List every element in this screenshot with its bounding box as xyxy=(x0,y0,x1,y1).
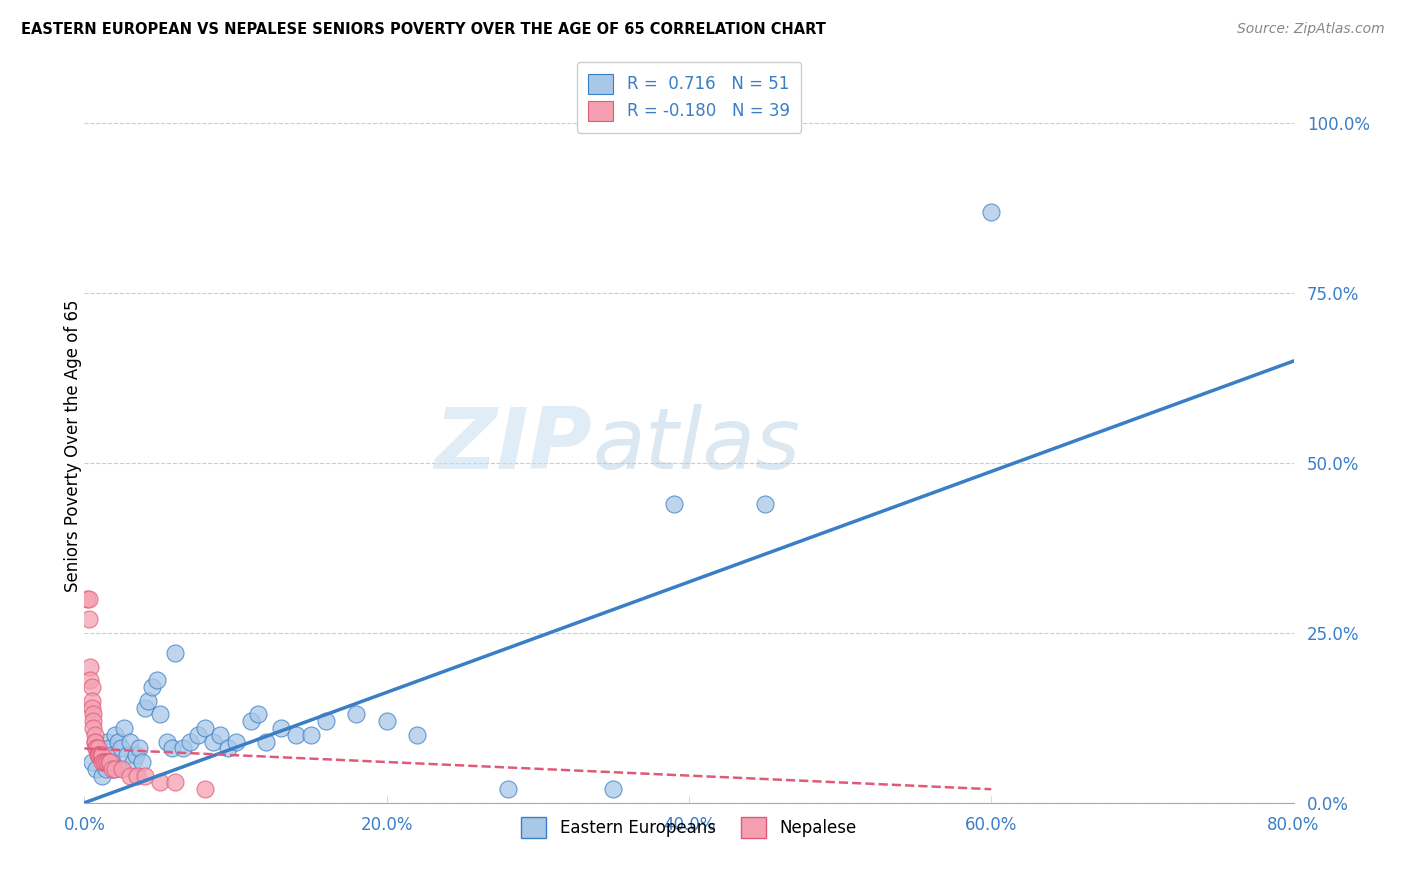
Point xyxy=(77,612,100,626)
Point xyxy=(89,748,111,763)
Point xyxy=(118,769,141,783)
Point xyxy=(127,769,149,783)
Point xyxy=(315,714,337,729)
Point xyxy=(179,734,201,748)
Y-axis label: Seniors Poverty Over the Age of 65: Seniors Poverty Over the Age of 65 xyxy=(65,300,82,592)
Point xyxy=(239,714,262,729)
Point xyxy=(270,721,292,735)
Point xyxy=(754,497,776,511)
Point xyxy=(107,734,129,748)
Point xyxy=(141,680,163,694)
Point xyxy=(112,721,135,735)
Point xyxy=(91,748,114,763)
Point xyxy=(121,755,143,769)
Point xyxy=(156,734,179,748)
Point xyxy=(662,497,685,511)
Point xyxy=(194,721,217,735)
Point xyxy=(134,769,156,783)
Point xyxy=(115,748,138,763)
Text: ZIP: ZIP xyxy=(434,404,592,488)
Point xyxy=(165,775,187,789)
Point xyxy=(86,762,108,776)
Point xyxy=(91,769,114,783)
Point xyxy=(93,755,115,769)
Point xyxy=(87,748,110,763)
Point xyxy=(87,741,110,756)
Text: Source: ZipAtlas.com: Source: ZipAtlas.com xyxy=(1237,22,1385,37)
Point xyxy=(131,755,153,769)
Point xyxy=(91,755,114,769)
Point xyxy=(100,762,122,776)
Point xyxy=(82,714,104,729)
Legend: Eastern Europeans, Nepalese: Eastern Europeans, Nepalese xyxy=(515,811,863,845)
Point xyxy=(98,755,121,769)
Point xyxy=(86,741,108,756)
Point xyxy=(406,728,429,742)
Point xyxy=(172,741,194,756)
Text: EASTERN EUROPEAN VS NEPALESE SENIORS POVERTY OVER THE AGE OF 65 CORRELATION CHAR: EASTERN EUROPEAN VS NEPALESE SENIORS POV… xyxy=(21,22,825,37)
Point xyxy=(89,748,111,763)
Point xyxy=(80,700,103,714)
Point xyxy=(82,707,104,722)
Point xyxy=(79,660,101,674)
Point xyxy=(254,734,277,748)
Point xyxy=(149,775,172,789)
Point xyxy=(76,591,98,606)
Point xyxy=(136,694,159,708)
Point xyxy=(346,707,368,722)
Point xyxy=(375,714,398,729)
Point xyxy=(90,748,112,763)
Point xyxy=(77,591,100,606)
Point xyxy=(602,782,624,797)
Point xyxy=(247,707,270,722)
Point xyxy=(86,741,108,756)
Point xyxy=(217,741,239,756)
Point xyxy=(94,762,117,776)
Point xyxy=(96,734,118,748)
Point xyxy=(97,741,120,756)
Point xyxy=(496,782,519,797)
Point xyxy=(98,755,121,769)
Point xyxy=(84,734,107,748)
Point xyxy=(79,673,101,688)
Point xyxy=(96,755,118,769)
Point xyxy=(194,782,217,797)
Point xyxy=(165,646,187,660)
Point xyxy=(160,741,183,756)
Point xyxy=(110,741,132,756)
Point xyxy=(209,728,232,742)
Point xyxy=(201,734,224,748)
Point xyxy=(93,755,115,769)
Point xyxy=(100,748,122,763)
Point xyxy=(125,748,148,763)
Point xyxy=(80,755,103,769)
Point xyxy=(146,673,169,688)
Point xyxy=(225,734,247,748)
Point xyxy=(299,728,322,742)
Point xyxy=(101,762,124,776)
Point xyxy=(90,748,112,763)
Point xyxy=(118,734,141,748)
Point xyxy=(285,728,308,742)
Point xyxy=(104,762,127,776)
Text: atlas: atlas xyxy=(592,404,800,488)
Point xyxy=(84,728,107,742)
Point xyxy=(187,728,209,742)
Point xyxy=(134,700,156,714)
Point xyxy=(84,734,107,748)
Point xyxy=(89,748,111,763)
Point xyxy=(97,755,120,769)
Point xyxy=(980,204,1002,219)
Point xyxy=(104,728,127,742)
Point xyxy=(80,694,103,708)
Point xyxy=(82,721,104,735)
Point xyxy=(94,755,117,769)
Point xyxy=(128,741,150,756)
Point xyxy=(111,762,134,776)
Point xyxy=(80,680,103,694)
Point xyxy=(149,707,172,722)
